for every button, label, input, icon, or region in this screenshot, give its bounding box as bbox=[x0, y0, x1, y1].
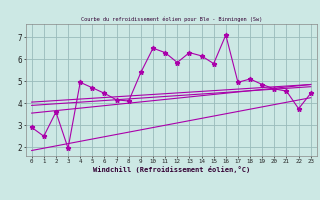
Title: Courbe du refroidissement éolien pour Ble - Binningen (Sw): Courbe du refroidissement éolien pour Bl… bbox=[81, 17, 262, 22]
X-axis label: Windchill (Refroidissement éolien,°C): Windchill (Refroidissement éolien,°C) bbox=[92, 166, 250, 173]
